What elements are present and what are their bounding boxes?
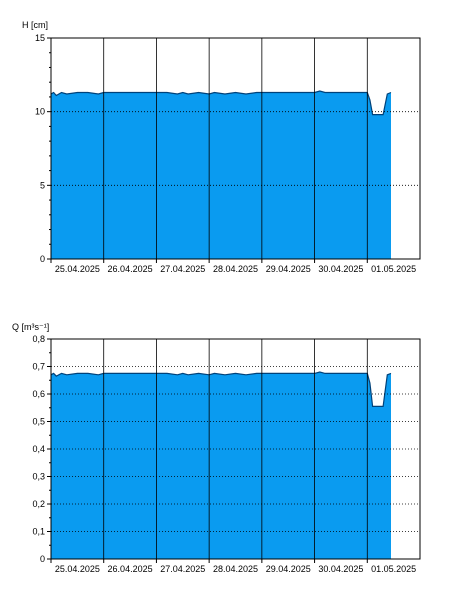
y-axis-label: Q [m³s⁻¹] bbox=[12, 322, 49, 332]
x-tick-label: 25.04.2025 bbox=[55, 564, 100, 574]
x-tick-label: 28.04.2025 bbox=[213, 564, 258, 574]
y-tick-label: 0,3 bbox=[32, 472, 45, 482]
series-area bbox=[51, 372, 391, 559]
x-tick-label: 01.05.2025 bbox=[371, 264, 416, 274]
x-tick-label: 27.04.2025 bbox=[160, 264, 205, 274]
y-tick-label: 0,5 bbox=[32, 417, 45, 427]
x-tick-label: 29.04.2025 bbox=[266, 264, 311, 274]
y-tick-label: 0,4 bbox=[32, 444, 45, 454]
y-tick-label: 0,7 bbox=[32, 362, 45, 372]
y-tick-label: 0,2 bbox=[32, 499, 45, 509]
x-tick-label: 30.04.2025 bbox=[318, 564, 363, 574]
x-tick-label: 26.04.2025 bbox=[108, 264, 153, 274]
plot-border bbox=[50, 37, 421, 260]
x-tick-label: 26.04.2025 bbox=[108, 564, 153, 574]
y-tick-label: 5 bbox=[40, 180, 45, 190]
x-tick-label: 30.04.2025 bbox=[318, 264, 363, 274]
x-tick-label: 27.04.2025 bbox=[160, 564, 205, 574]
x-tick-label: 29.04.2025 bbox=[266, 564, 311, 574]
y-tick-label: 0 bbox=[40, 554, 45, 564]
y-tick-label: 15 bbox=[35, 33, 45, 43]
x-tick-label: 25.04.2025 bbox=[55, 264, 100, 274]
series-line bbox=[50, 371, 392, 407]
plot-border bbox=[50, 338, 421, 560]
y-tick-label: 0,8 bbox=[32, 334, 45, 344]
y-tick-label: 10 bbox=[35, 107, 45, 117]
y-axis-label: H [cm] bbox=[22, 20, 48, 30]
chart-discharge: Q [m³s⁻¹] 0 0,1 0,2 0,3 0,4 0,5 0,6 0,7 0,8 25.04… bbox=[12, 322, 421, 574]
x-tick-label: 28.04.2025 bbox=[213, 264, 258, 274]
y-tick-label: 0,1 bbox=[32, 527, 45, 537]
series-line bbox=[50, 90, 392, 116]
series-area bbox=[51, 91, 391, 259]
x-tick-label: 01.05.2025 bbox=[371, 564, 416, 574]
y-tick-label: 0,6 bbox=[32, 389, 45, 399]
chart-water-level: H [cm] 0 5 10 15 25.04.2025 26.04.2025 27.04.2… bbox=[22, 20, 421, 274]
y-tick-label: 0 bbox=[40, 254, 45, 264]
